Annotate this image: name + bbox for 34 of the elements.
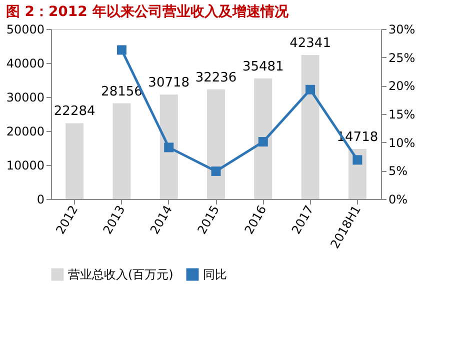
legend-label: 营业总收入(百万元) [68, 268, 174, 282]
bar [207, 89, 225, 199]
bar [301, 55, 320, 199]
y2-tick-label: 20% [388, 79, 416, 94]
y2-tick-label: 5% [388, 164, 408, 178]
bar [112, 103, 131, 199]
y2-tick-label: 30% [388, 22, 416, 36]
data-label: 30718 [148, 76, 190, 91]
bar [254, 78, 272, 199]
y-tick-label: 40000 [6, 56, 44, 70]
y-tick-label: 30000 [6, 90, 44, 104]
data-label: 32236 [195, 70, 237, 86]
point [116, 45, 126, 55]
y-tick-label: 50000 [6, 22, 44, 36]
point [164, 142, 174, 152]
data-label: 28156 [101, 84, 142, 100]
y-tick-label: 10000 [6, 158, 44, 172]
y2-tick-label: 10% [388, 136, 416, 150]
y2-tick-label: 25% [388, 50, 416, 65]
legend-label: 同比 [203, 268, 227, 282]
y-tick-label: 20000 [6, 124, 44, 138]
y2-tick-label: 15% [388, 108, 416, 122]
bar [160, 94, 178, 199]
y2-tick-label: 0% [388, 192, 408, 206]
data-label: 35481 [242, 59, 284, 74]
bar [66, 123, 84, 199]
point [352, 155, 362, 165]
chart-title: 图 2：2012 年以来公司营业收入及增速情况 [6, 4, 290, 20]
data-label: 42341 [290, 36, 331, 52]
y-tick-label: 0 [36, 192, 44, 206]
point [211, 166, 221, 176]
point [258, 137, 268, 147]
point [306, 84, 316, 94]
data-label: 22284 [54, 104, 96, 120]
